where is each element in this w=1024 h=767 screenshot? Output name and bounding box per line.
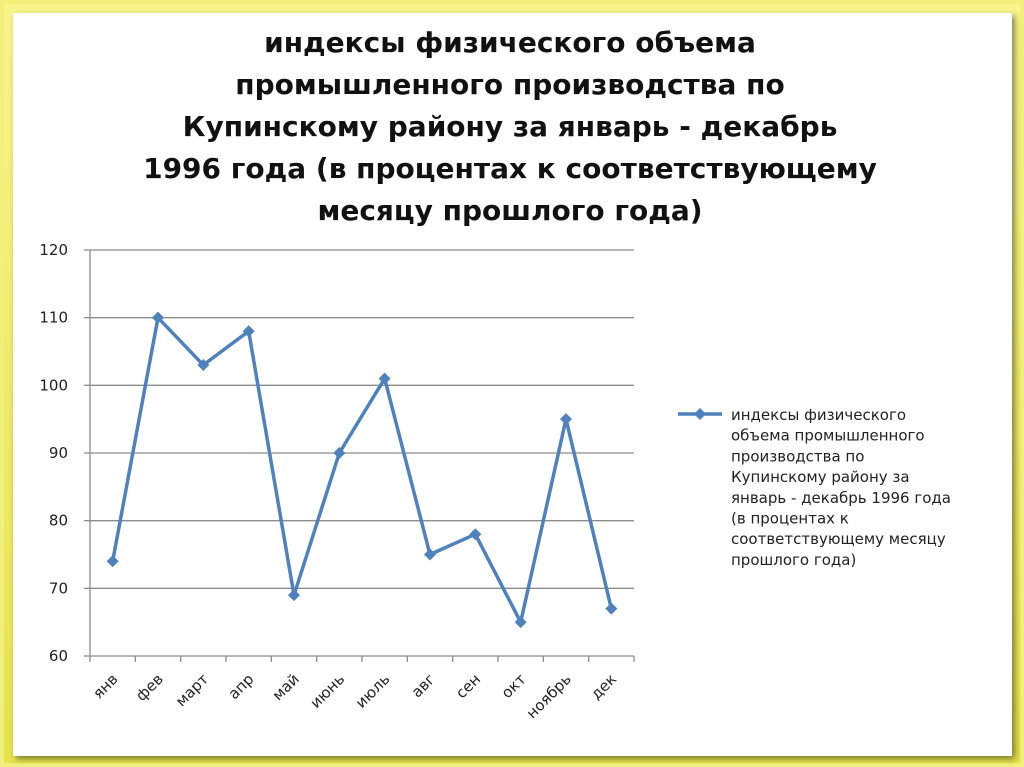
legend: индексы физического объема промышленного п… <box>678 406 951 569</box>
title-line-3: Купинскому району за январь - декабрь <box>182 110 838 143</box>
data-point-окт <box>514 616 527 629</box>
x-tick-label-4: апр <box>225 670 258 703</box>
x-tick-label-12: дек <box>587 670 620 703</box>
legend-text-line-8: прошлого года) <box>731 551 856 569</box>
gridlines <box>84 249 634 657</box>
x-tick-label-3: март <box>172 670 212 710</box>
data-point-янв <box>106 555 119 568</box>
data-point-фев <box>152 311 164 324</box>
y-tick-label-90: 90 <box>49 444 68 462</box>
data-point-июнь <box>333 447 346 459</box>
y-tick-label-60: 60 <box>49 647 68 665</box>
y-tick-label-70: 70 <box>49 579 68 597</box>
legend-text-line-5: январь - декабрь 1996 года <box>731 489 951 507</box>
chart-title: индексы физического объема промышленного… <box>100 22 920 232</box>
data-point-июль <box>378 372 391 385</box>
title-line-5: месяцу прошлого года) <box>317 194 703 227</box>
data-point-март <box>197 359 210 372</box>
series-line <box>110 315 614 624</box>
y-tick-label-80: 80 <box>49 512 68 530</box>
data-point-авг <box>424 548 436 561</box>
y-tick-label-110: 110 <box>39 309 68 327</box>
legend-text-line-3: производства по <box>731 447 864 465</box>
slide <box>13 13 1012 756</box>
x-tick-label-6: июнь <box>306 670 348 712</box>
x-tick-label-7: июль <box>352 670 394 712</box>
x-tick-label-5: май <box>269 670 303 704</box>
x-tick-label-11: ноябрь <box>523 670 575 722</box>
x-tick-label-9: сен <box>452 670 484 702</box>
y-tick-label-100: 100 <box>39 376 68 394</box>
y-tick-label-120: 120 <box>39 241 68 259</box>
data-point-ноябрь <box>560 413 572 426</box>
data-point-май <box>288 589 300 602</box>
data-point-сен <box>469 528 482 541</box>
title-line-1: индексы физического объема <box>264 26 756 59</box>
x-tick-label-10: окт <box>498 670 530 702</box>
title-line-2: промышленного производства по <box>235 68 785 101</box>
legend-text-line-1: индексы физического <box>731 406 906 424</box>
slide-frame <box>4 4 1020 763</box>
y-axis-tick-labels: 60 70 80 90 100 110 120 <box>39 241 68 665</box>
legend-text-line-7: соответствующему месяцу <box>731 530 946 548</box>
series <box>106 311 618 629</box>
legend-text-line-4: Купинскому району за <box>731 468 910 486</box>
x-tick-label-1: янв <box>89 670 121 702</box>
legend-text-line-6: (в процентах к <box>731 510 849 528</box>
legend-text-line-2: объема промышленного <box>731 427 925 445</box>
legend-marker <box>694 408 706 420</box>
data-point-дек <box>605 602 618 615</box>
title-line-4: 1996 года (в процентах к соответствующем… <box>143 152 877 185</box>
x-tick-label-2: фев <box>132 670 167 705</box>
data-point-апр <box>242 325 255 338</box>
x-tick-label-8: авг <box>408 670 439 701</box>
axes <box>89 250 635 662</box>
